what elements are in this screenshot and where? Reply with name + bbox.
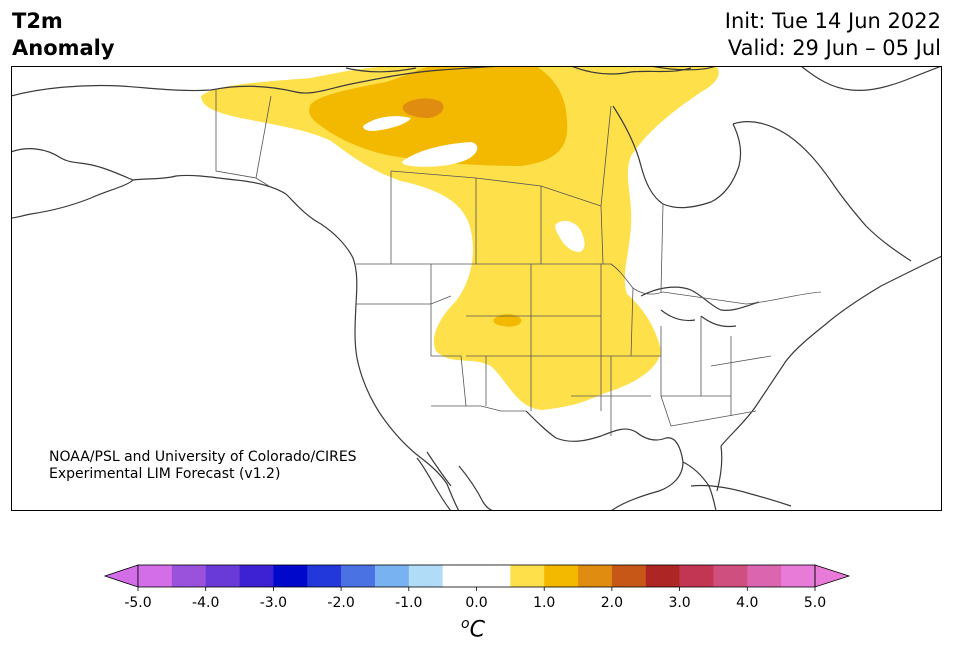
colorbar-cell: [578, 565, 613, 587]
colorbar-cell: [138, 565, 173, 587]
atlantic-coast: [720, 255, 942, 447]
labrador-coast: [732, 121, 912, 262]
great-lakes-outline: [640, 286, 760, 328]
lake-hole-1: [363, 116, 411, 131]
colorbar-cell: [307, 565, 342, 587]
lake-hole-3: [555, 220, 585, 252]
cuba-coast: [690, 484, 792, 507]
arctic-islands-coast: [345, 66, 717, 75]
political-boundaries: [215, 90, 822, 436]
canadian-province-lines: [255, 95, 664, 293]
anomaly-map: [11, 66, 942, 511]
title-line-1: T2m: [12, 9, 63, 33]
colorbar-tick-label: 2.0: [601, 595, 623, 611]
anomaly-region-plus-1-0-plains: [493, 314, 522, 327]
init-date: Init: Tue 14 Jun 2022: [724, 9, 941, 33]
colorbar-cell: [374, 565, 410, 587]
credit-text: NOAA/PSL and University of Colorado/CIRE…: [49, 449, 357, 483]
colorbar-cell: [679, 565, 714, 587]
pacific-coast: [285, 193, 460, 511]
colorbar-cell: [510, 565, 545, 587]
colorbar-tick-label: -5.0: [124, 595, 151, 611]
colorbar-cell: [747, 565, 782, 587]
colorbar: -5.0 -4.0 -3.0 -2.0 -1.0 0.0 1.0 2.0 3.0 4.0 5.0: [103, 564, 851, 611]
colorbar-cell: [239, 565, 274, 587]
colorbar-cell: [611, 565, 647, 587]
colorbar-tick-label: -4.0: [192, 595, 219, 611]
map-title: T2m Anomaly: [12, 8, 115, 62]
colorbar-tick-label: 1.0: [533, 595, 555, 611]
unit-letter: C: [469, 617, 485, 643]
colorbar-cell: [205, 565, 240, 587]
baja-coast: [416, 451, 452, 511]
colorbar-tick-label: 3.0: [668, 595, 690, 611]
gulf-of-mexico-coast: [525, 410, 684, 511]
anomaly-region-plus-0-5: [201, 66, 719, 410]
anomaly-shading: [201, 66, 719, 410]
arctic-coast: [11, 66, 512, 97]
colorbar-cell: [408, 565, 443, 587]
anomaly-region-plus-1-5: [402, 98, 444, 118]
forecast-dates: Init: Tue 14 Jun 2022 Valid: 29 Jun – 05…: [725, 8, 941, 62]
colorbar-cell: [645, 565, 680, 587]
alaska-gulf-coast: [132, 174, 287, 195]
hudson-bay-coast: [612, 105, 742, 209]
colorbar-cell: [544, 565, 579, 587]
us-mexico-border: [431, 405, 526, 412]
colorbar-tick-label: 5.0: [804, 595, 826, 611]
colorbar-cell: [781, 565, 816, 587]
credit-line-1: NOAA/PSL and University of Colorado/CIRE…: [49, 449, 357, 465]
canada-us-border: [356, 263, 822, 305]
coastlines: [11, 66, 942, 511]
title-line-2: Anomaly: [12, 36, 115, 60]
colorbar-tick-label: 0.0: [465, 595, 487, 611]
greenland-coast: [800, 66, 942, 91]
lake-hole-2: [402, 142, 478, 167]
colorbar-over-arrow: [814, 564, 851, 588]
alaska-canada-border: [215, 90, 270, 187]
colorbar-cell: [476, 565, 511, 587]
colorbar-cell: [273, 565, 308, 587]
colorbar-unit: oC: [461, 616, 485, 642]
colorbar-cell: [341, 565, 376, 587]
unit-degree: o: [461, 616, 470, 632]
colorbar-under-arrow: [103, 564, 139, 588]
map-frame: [11, 66, 942, 511]
colorbar-cell: [171, 565, 206, 587]
anomaly-region-plus-1-0: [309, 66, 568, 166]
colorbar-tick-label: 4.0: [736, 595, 758, 611]
colorbar-cell: [442, 565, 477, 587]
valid-dates: Valid: 29 Jun – 05 Jul: [727, 36, 941, 60]
colorbar-tick-label: -3.0: [260, 595, 287, 611]
colorbar-tick-label: -2.0: [327, 595, 354, 611]
us-state-lines: [356, 264, 772, 436]
credit-line-2: Experimental LIM Forecast (v1.2): [49, 466, 281, 482]
colorbar-cell: [713, 565, 748, 587]
colorbar-tick-label: -1.0: [395, 595, 422, 611]
